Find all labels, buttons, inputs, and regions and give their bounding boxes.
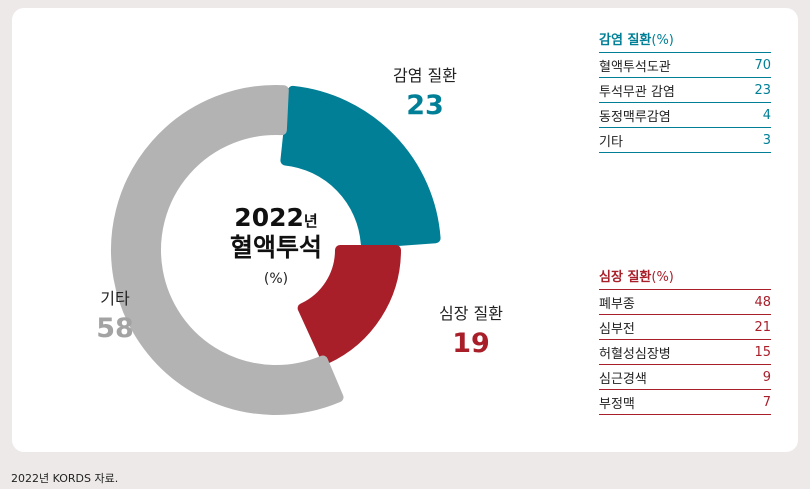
row-name: 심부전 <box>599 321 635 337</box>
center-title: 혈액투석 <box>229 233 322 262</box>
row-value: 23 <box>754 82 771 98</box>
row-value: 3 <box>762 132 771 148</box>
table-unit: (%) <box>651 33 674 48</box>
row-name: 동정맥루감염 <box>599 109 671 125</box>
row-name: 기타 <box>599 134 623 150</box>
table-row: 심부전 21 <box>599 315 771 340</box>
segment-label-infection: 감염 질환 23 <box>370 66 480 122</box>
center-year: 2022년 <box>234 203 318 232</box>
table-header: 심장 질환(%) <box>599 267 771 290</box>
row-name: 폐부종 <box>599 296 635 312</box>
center-unit: (%) <box>263 271 289 287</box>
table-unit: (%) <box>651 270 674 285</box>
row-value: 7 <box>762 394 771 410</box>
table-row: 동정맥루감염 4 <box>599 103 771 128</box>
heart-table: 심장 질환(%) 폐부종 48 심부전 21 허혈성심장병 15 심근경색 9 부정맥 7 <box>599 267 771 415</box>
donut-segment-other <box>111 85 344 415</box>
segment-name: 기타 <box>100 289 130 308</box>
row-name: 부정맥 <box>599 396 635 412</box>
table-title: 심장 질환 <box>599 270 652 285</box>
segment-value: 19 <box>452 328 490 359</box>
segment-value: 23 <box>406 90 444 121</box>
source-note: 2022년 KORDS 자료. <box>11 472 119 485</box>
row-value: 4 <box>762 107 771 123</box>
table-row: 기타 3 <box>599 128 771 153</box>
table-row: 폐부종 48 <box>599 290 771 315</box>
row-value: 48 <box>754 294 771 310</box>
table-row: 허혈성심장병 15 <box>599 340 771 365</box>
row-value: 15 <box>754 344 771 360</box>
row-name: 투석무관 감염 <box>599 84 675 100</box>
segment-label-heart: 심장 질환 19 <box>416 304 526 360</box>
row-value: 70 <box>754 57 771 73</box>
donut-segment-infection <box>280 85 441 249</box>
row-name: 허혈성심장병 <box>599 346 671 362</box>
table-header: 감염 질환(%) <box>599 30 771 53</box>
table-title: 감염 질환 <box>599 33 652 48</box>
segment-name: 심장 질환 <box>439 304 503 323</box>
row-value: 21 <box>754 319 771 335</box>
infection-table: 감염 질환(%) 혈액투석도관 70 투석무관 감염 23 동정맥루감염 4 기타 3 <box>599 30 771 153</box>
table-row: 투석무관 감염 23 <box>599 78 771 103</box>
row-name: 심근경색 <box>599 371 647 387</box>
donut-segment-heart <box>297 245 401 365</box>
table-row: 혈액투석도관 70 <box>599 53 771 78</box>
row-name: 혈액투석도관 <box>599 59 671 75</box>
table-row: 부정맥 7 <box>599 390 771 415</box>
segment-name: 감염 질환 <box>393 66 457 85</box>
segment-label-other: 기타 58 <box>70 289 160 345</box>
row-value: 9 <box>762 369 771 385</box>
segment-value: 58 <box>96 313 134 344</box>
table-row: 심근경색 9 <box>599 365 771 390</box>
